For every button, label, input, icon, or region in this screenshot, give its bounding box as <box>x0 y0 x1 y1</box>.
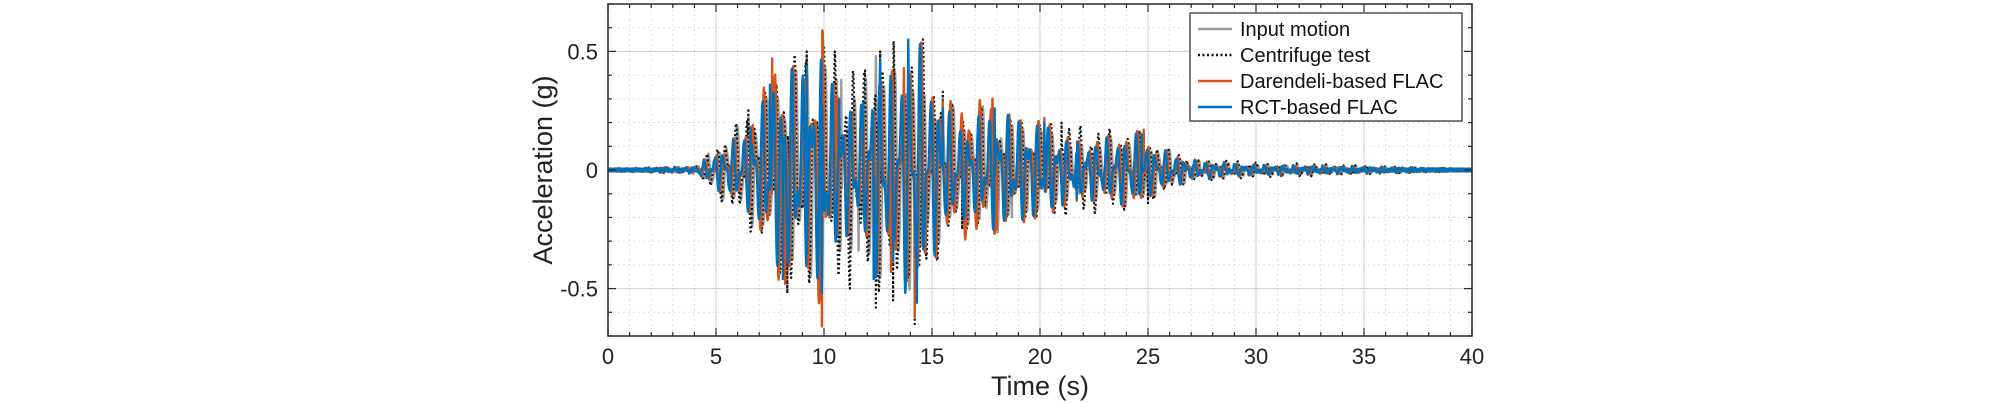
y-tick-labels: -0.5 0 0.5 <box>560 39 598 301</box>
y-axis-title: Acceleration (g) <box>528 75 558 264</box>
y-tick-label: 0.5 <box>567 39 598 64</box>
x-tick-label: 5 <box>710 344 722 369</box>
x-tick-label: 20 <box>1028 344 1052 369</box>
series-line-rct-based-flac <box>608 38 1472 304</box>
x-tick-label: 40 <box>1460 344 1484 369</box>
x-tick-label: 30 <box>1244 344 1268 369</box>
x-tick-labels: 0 5 10 15 20 25 30 35 40 <box>602 344 1484 369</box>
legend-label: RCT-based FLAC <box>1240 97 1398 119</box>
x-tick-label: 25 <box>1136 344 1160 369</box>
legend: Input motion Centrifuge test Darendeli-bas… <box>1189 12 1463 122</box>
x-tick-label: 10 <box>812 344 836 369</box>
axis-ticks <box>607 3 1473 337</box>
x-axis-title: Time (s) <box>991 371 1089 401</box>
legend-box <box>1189 12 1463 122</box>
y-tick-label: 0 <box>586 158 598 183</box>
legend-label: Input motion <box>1240 19 1350 41</box>
series-layer <box>608 29 1472 328</box>
x-tick-label: 0 <box>602 344 614 369</box>
legend-label: Centrifuge test <box>1240 45 1371 67</box>
x-tick-label: 35 <box>1352 344 1376 369</box>
legend-label: Darendeli-based FLAC <box>1240 71 1443 93</box>
y-tick-label: -0.5 <box>560 277 598 302</box>
x-tick-label: 15 <box>920 344 944 369</box>
